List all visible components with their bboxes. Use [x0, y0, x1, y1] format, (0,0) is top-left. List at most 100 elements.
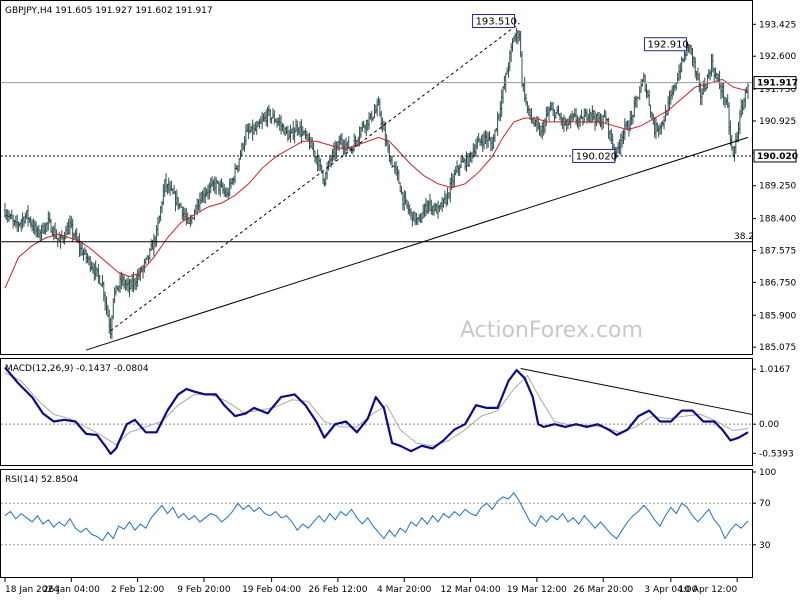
price-bar — [177, 197, 180, 211]
price-bar — [112, 298, 115, 320]
price-bar — [524, 93, 528, 106]
price-bar — [101, 275, 104, 288]
price-bar — [128, 279, 131, 297]
price-bar — [239, 149, 242, 160]
price-bar — [98, 274, 101, 285]
price-bar — [388, 143, 391, 162]
price-bar — [492, 134, 495, 149]
x-tick-label: 19 Mar 12:00 — [507, 585, 567, 595]
price-bar — [473, 144, 476, 156]
price-bar — [520, 51, 524, 88]
price-bar — [607, 117, 610, 139]
price-bar — [227, 188, 230, 199]
price-bar — [534, 119, 537, 127]
price-bar — [407, 201, 410, 215]
price-bar — [620, 131, 624, 148]
rising-trendline — [86, 136, 749, 351]
price-bar — [5, 209, 8, 221]
x-tick-label: 18 Jan 2024 — [5, 585, 59, 595]
price-bar — [293, 127, 296, 144]
price-bar — [252, 123, 256, 136]
price-bar — [384, 121, 387, 147]
price-bar — [424, 198, 428, 217]
price-bar — [522, 82, 525, 92]
price-bar — [729, 120, 732, 146]
price-bar — [558, 112, 562, 121]
price-bar — [228, 178, 231, 197]
price-bar — [13, 219, 16, 226]
price-bar — [511, 38, 514, 52]
price-bar — [658, 123, 662, 135]
price-bar — [51, 226, 54, 237]
price-bar — [405, 199, 409, 209]
price-bar — [80, 242, 84, 256]
price-bar — [273, 110, 276, 125]
price-bar — [419, 213, 422, 223]
price-bar — [126, 276, 130, 293]
price-bar — [694, 57, 697, 78]
price-bar — [251, 119, 254, 141]
price-bar — [457, 165, 460, 176]
price-bar — [52, 225, 55, 241]
price-bar — [394, 161, 398, 176]
x-tick-label: 3 Apr 04:00 — [644, 585, 697, 595]
price-bar — [78, 233, 81, 257]
price-bar — [40, 225, 43, 240]
price-bar — [28, 217, 31, 223]
price-bar — [645, 84, 648, 99]
price-bar — [688, 44, 692, 54]
price-bar — [436, 200, 440, 219]
price-bar — [17, 221, 20, 232]
price-bar — [501, 85, 505, 104]
price-bar — [630, 110, 633, 126]
price-bar — [434, 202, 437, 212]
price-bar — [587, 113, 590, 123]
price-bar — [618, 139, 621, 155]
price-bar — [440, 196, 444, 213]
price-bar — [271, 108, 275, 119]
price-bar — [545, 106, 548, 127]
price-bar — [21, 212, 24, 229]
price-y-tick-label: 185.900 — [759, 311, 796, 321]
price-bar — [18, 222, 22, 228]
price-y-tick-label: 189.250 — [759, 182, 796, 192]
price-bar — [208, 182, 211, 200]
price-bar — [66, 222, 69, 236]
price-bar — [36, 226, 39, 238]
price-bar — [555, 106, 559, 114]
price-bar — [143, 259, 146, 273]
price-bar — [704, 83, 708, 91]
price-bar — [514, 32, 517, 42]
price-bar — [362, 120, 365, 129]
price-bar — [577, 117, 581, 130]
price-bar — [90, 261, 93, 271]
price-bar — [509, 43, 513, 62]
price-bar — [549, 101, 552, 112]
price-bar — [442, 198, 445, 208]
price-bar — [197, 199, 200, 211]
price-bar — [708, 69, 712, 81]
macd-panel-frame — [0, 358, 753, 466]
price-bar — [370, 110, 373, 123]
price-bar — [262, 113, 265, 122]
price-bar — [26, 205, 30, 227]
price-bar — [639, 79, 643, 93]
price-bar — [546, 106, 549, 117]
current-price-tag-box — [753, 76, 797, 90]
price-bar — [30, 219, 34, 232]
price-bar — [121, 273, 124, 286]
price-bar — [408, 204, 411, 216]
price-bar — [131, 274, 134, 292]
price-bar — [328, 156, 332, 167]
price-bar — [386, 139, 390, 153]
price-bar — [427, 200, 430, 214]
price-bar — [70, 216, 73, 229]
price-y-tick-label: 188.400 — [759, 215, 796, 225]
price-bar — [305, 130, 309, 141]
price-bar — [403, 189, 406, 212]
price-bar — [401, 192, 405, 210]
price-bar — [430, 199, 433, 215]
price-bar — [714, 67, 717, 79]
